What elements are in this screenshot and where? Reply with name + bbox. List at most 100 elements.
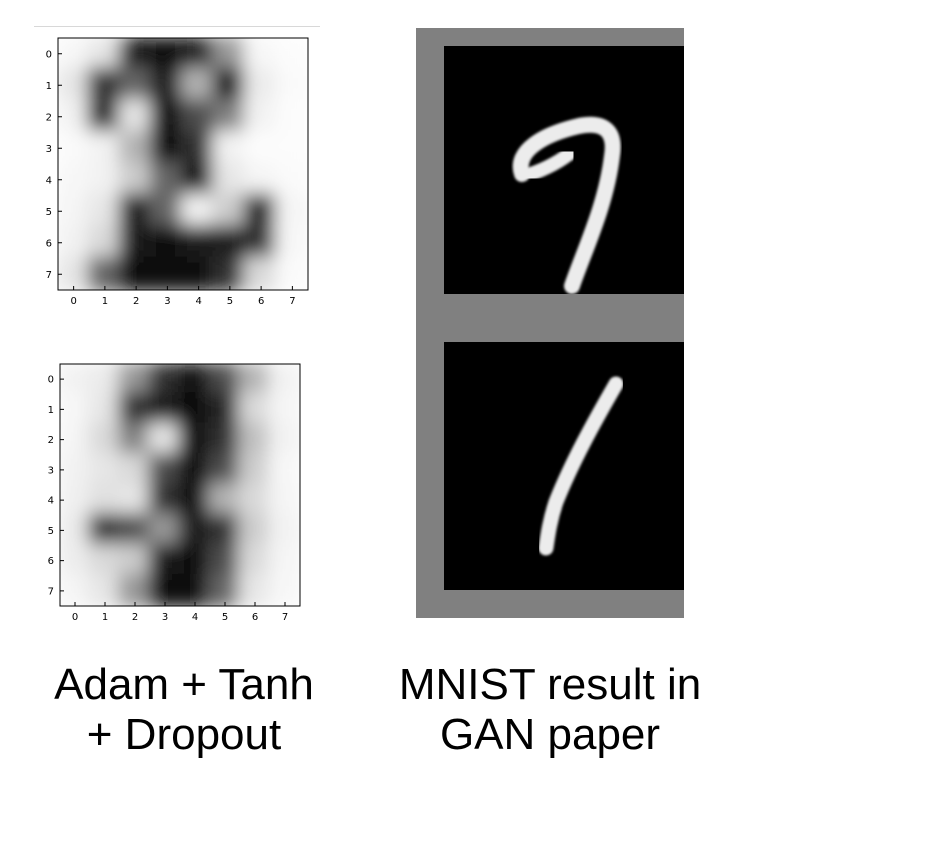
y-tick-label: 1 xyxy=(46,81,52,92)
heatmap-cell-r0-c6 xyxy=(243,38,279,72)
heatmap-cell-r4-c2 xyxy=(118,483,152,518)
y-tick-label: 2 xyxy=(46,112,52,123)
heatmap-cell-r2-c7 xyxy=(268,422,300,457)
x-tick-label: 6 xyxy=(258,296,264,307)
heatmap-cell-r4-c7 xyxy=(268,483,300,518)
x-tick-label: 4 xyxy=(195,296,201,307)
heatmap-cell-r6-c4 xyxy=(181,225,217,261)
heatmap-cell-r6-c1 xyxy=(87,225,123,261)
x-tick-label: 3 xyxy=(162,612,168,623)
heatmap-cell-r4-c4 xyxy=(181,162,217,198)
heatmap-cell-r6-c0 xyxy=(58,225,92,261)
heatmap-cell-r5-c6 xyxy=(243,193,279,229)
heatmap-cell-r5-c6 xyxy=(238,513,272,548)
heatmap-cell-r5-c0 xyxy=(60,513,92,548)
heatmap-cell-r5-c3 xyxy=(149,193,185,229)
heatmap-cell-r0-c5 xyxy=(208,364,242,397)
x-tick-label: 5 xyxy=(222,612,228,623)
heatmap-cell-r2-c6 xyxy=(238,422,272,457)
heatmap-cell-r3-c1 xyxy=(88,452,122,487)
heatmap-cell-r1-c2 xyxy=(118,392,152,427)
x-tick-label: 2 xyxy=(132,612,138,623)
heatmap-cell-r7-c7 xyxy=(268,573,300,606)
heatmap-cell-r3-c2 xyxy=(118,130,154,166)
heatmap-cell-r3-c3 xyxy=(149,130,185,166)
x-tick-label: 6 xyxy=(252,612,258,623)
heatmap-cell-r5-c3 xyxy=(148,513,182,548)
heatmap-cell-r2-c1 xyxy=(87,99,123,135)
digit-seven-glyph xyxy=(512,116,621,294)
heatmap-cell-r3-c1 xyxy=(87,130,123,166)
heatmap-cell-r4-c0 xyxy=(60,483,92,518)
heatmap-cell-r5-c2 xyxy=(118,513,152,548)
caption-mnist-gan-paper: MNIST result in GAN paper xyxy=(372,660,728,760)
heatmap-cell-r0-c2 xyxy=(118,364,152,397)
y-tick-label: 7 xyxy=(48,586,54,597)
heatmap-cell-r2-c0 xyxy=(60,422,92,457)
heatmap-cell-r0-c7 xyxy=(268,364,300,397)
heatmap-cell-r0-c0 xyxy=(60,364,92,397)
heatmap-cell-r6-c2 xyxy=(118,543,152,578)
y-tick-label: 6 xyxy=(46,238,52,249)
heatmap-cell-r5-c4 xyxy=(178,513,212,548)
heatmap-cell-r3-c4 xyxy=(178,452,212,487)
heatmap-cell-r2-c3 xyxy=(148,422,182,457)
y-tick-label: 0 xyxy=(46,49,52,60)
heatmap-cell-r2-c4 xyxy=(178,422,212,457)
y-tick-label: 2 xyxy=(48,435,54,446)
heatmap-cell-r0-c2 xyxy=(118,38,154,72)
top-divider xyxy=(34,26,320,27)
heatmap-cell-r7-c2 xyxy=(118,573,152,606)
heatmap-cell-r6-c7 xyxy=(274,225,308,261)
heatmap-cell-r2-c0 xyxy=(58,99,92,135)
heatmap-cell-r7-c4 xyxy=(181,256,217,290)
heatmap-adam-tanh-bottom: 0 1 2 3 4 5 6 7 0 1 2 3 4 5 6 7 xyxy=(48,363,301,623)
heatmap-cell-r6-c1 xyxy=(88,543,122,578)
heatmap-cell-r7-c3 xyxy=(149,256,185,290)
heatmap-cell-r7-c2 xyxy=(118,256,154,290)
y-tick-label: 5 xyxy=(48,526,54,537)
heatmap-cell-r2-c5 xyxy=(212,99,248,135)
heatmap-cell-r3-c6 xyxy=(238,452,272,487)
heatmap-cell-r4-c1 xyxy=(88,483,122,518)
heatmap-cell-r3-c4 xyxy=(181,130,217,166)
y-tick-label: 4 xyxy=(48,496,54,507)
heatmap-cell-r0-c1 xyxy=(87,38,123,72)
y-tick-label: 4 xyxy=(46,175,52,186)
caption-right-line1: MNIST result in xyxy=(398,660,702,709)
gan-digit-seven xyxy=(444,46,684,294)
heatmap-cell-r6-c5 xyxy=(208,543,242,578)
heatmap-cell-r2-c1 xyxy=(88,422,122,457)
heatmap-cell-r6-c2 xyxy=(118,225,154,261)
heatmap-cell-r4-c3 xyxy=(149,162,185,198)
heatmap-adam-tanh-top: 0 1 2 3 4 5 6 7 0 1 2 3 4 5 6 7 xyxy=(46,37,309,307)
heatmap-cell-r3-c6 xyxy=(243,130,279,166)
heatmap-cell-r6-c7 xyxy=(268,543,300,578)
heatmap-cell-r6-c4 xyxy=(178,543,212,578)
heatmap-cell-r5-c4 xyxy=(181,193,217,229)
caption-left-line2: + Dropout xyxy=(86,710,282,759)
heatmap-cell-r1-c5 xyxy=(208,392,242,427)
x-tick-label: 7 xyxy=(289,296,295,307)
heatmap-cell-r4-c5 xyxy=(212,162,248,198)
heatmap-cell-r5-c5 xyxy=(208,513,242,548)
heatmap-cell-r5-c7 xyxy=(268,513,300,548)
heatmap-cell-r7-c1 xyxy=(88,573,122,606)
heatmap-cell-r2-c4 xyxy=(181,99,217,135)
x-tick-label: 1 xyxy=(102,612,108,623)
x-tick-label: 0 xyxy=(72,612,78,623)
x-tick-label: 4 xyxy=(192,612,198,623)
heatmap-cell-r1-c0 xyxy=(58,67,92,103)
heatmap-cell-r0-c0 xyxy=(58,38,92,72)
caption-left-line1: Adam + Tanh xyxy=(54,660,314,709)
heatmap-cell-r5-c0 xyxy=(58,193,92,229)
heatmap-cell-r3-c2 xyxy=(118,452,152,487)
heatmap-cell-r5-c1 xyxy=(87,193,123,229)
heatmap-cell-r3-c5 xyxy=(212,130,248,166)
heatmap-cell-r1-c6 xyxy=(238,392,272,427)
heatmap-cell-r1-c3 xyxy=(149,67,185,103)
heatmap-cell-r6-c3 xyxy=(149,225,185,261)
heatmap-cell-r0-c1 xyxy=(88,364,122,397)
heatmap-cell-r6-c5 xyxy=(212,225,248,261)
caption-adam-tanh-dropout: Adam + Tanh + Dropout xyxy=(14,660,354,760)
